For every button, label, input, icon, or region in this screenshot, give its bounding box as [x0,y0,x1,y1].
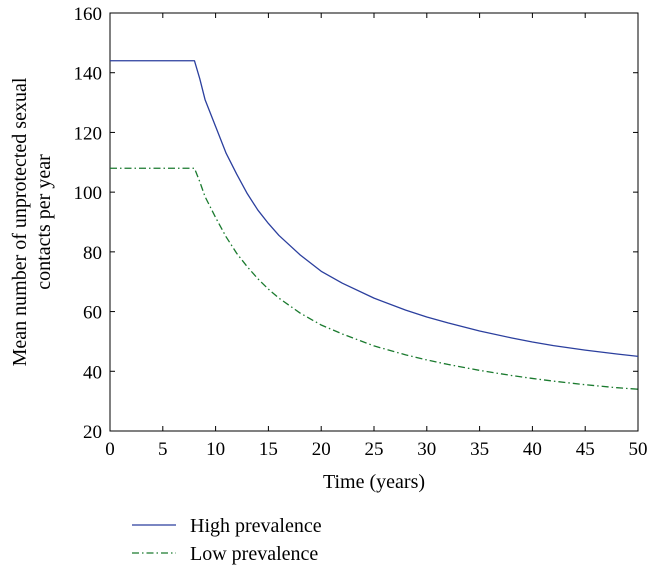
y-tick-label: 40 [83,362,102,383]
legend-label-low-prevalence: Low prevalence [190,543,318,565]
x-tick-label: 20 [312,439,331,460]
series-lines [110,60,639,390]
y-tick-label: 60 [83,303,102,324]
tick-labels: 0 5 10 15 20 25 30 35 40 45 50 20 40 60 80 100 120 140 160 [74,4,648,460]
x-tick-label: 50 [629,439,648,460]
x-tick-label: 15 [259,439,278,460]
x-tick-label: 35 [470,439,489,460]
x-axis-title: Time (years) [323,471,425,493]
x-tick-label: 10 [206,439,225,460]
series-line-high-prevalence [110,60,639,358]
x-tick-label: 45 [576,439,595,460]
x-tick-label: 25 [365,439,384,460]
y-tick-label: 160 [74,4,103,25]
y-axis-title-line-1: Mean number of unprotected sexual [9,77,31,366]
y-tick-label: 140 [74,64,103,85]
y-tick-label: 20 [83,422,102,443]
legend: High prevalence Low prevalence [132,515,322,565]
y-axis-title-line-2: contacts per year [33,154,55,290]
axis-ticks [109,12,639,432]
legend-label-high-prevalence: High prevalence [190,515,322,537]
series-line-low-prevalence [110,167,639,390]
y-tick-label: 120 [74,123,103,144]
x-tick-label: 0 [105,439,115,460]
x-tick-label: 30 [417,439,436,460]
plot-frame [109,12,639,432]
y-tick-label: 80 [83,243,102,264]
x-tick-label: 5 [158,439,168,460]
y-tick-label: 100 [74,183,103,204]
x-tick-label: 40 [523,439,542,460]
